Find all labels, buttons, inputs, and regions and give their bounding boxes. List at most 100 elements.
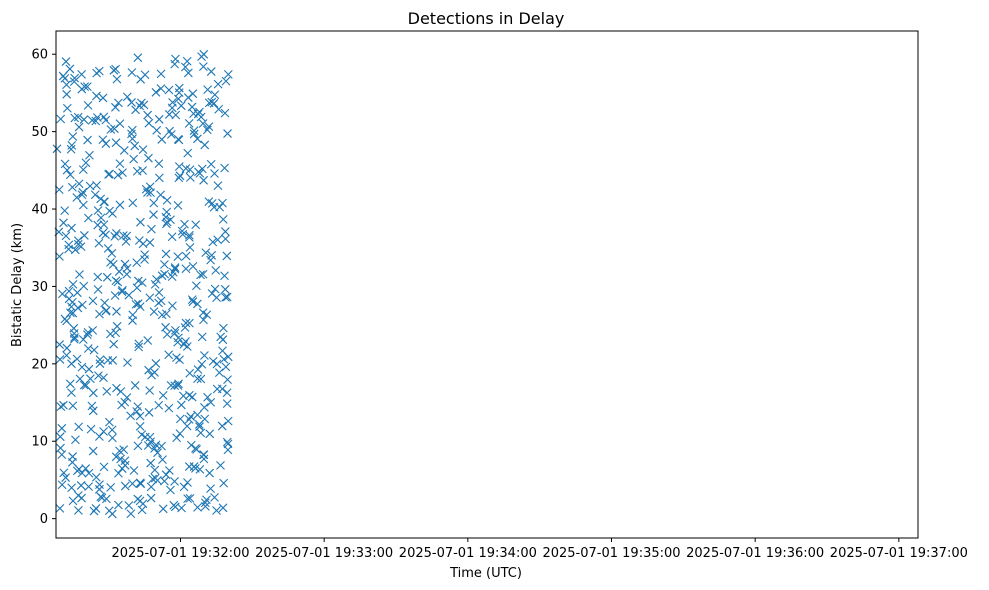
- data-point-marker: [135, 411, 145, 421]
- data-point-marker: [96, 194, 106, 204]
- data-point-marker: [216, 461, 225, 470]
- data-point-marker: [82, 82, 92, 92]
- data-point-marker: [206, 484, 215, 494]
- data-point-marker: [221, 76, 231, 86]
- data-point-marker: [56, 114, 66, 124]
- data-point-marker: [181, 251, 191, 261]
- data-point-marker: [65, 64, 75, 74]
- data-point-marker: [77, 190, 87, 200]
- data-point-marker: [93, 272, 103, 282]
- data-point-marker: [157, 441, 166, 451]
- data-point-marker: [185, 368, 195, 378]
- data-point-marker: [181, 318, 191, 328]
- data-point-marker: [107, 248, 117, 258]
- data-point-marker: [78, 335, 88, 344]
- data-point-marker: [120, 397, 130, 407]
- data-point-marker: [144, 153, 153, 163]
- data-point-marker: [206, 159, 216, 169]
- data-point-marker: [157, 135, 167, 144]
- data-point-marker: [102, 272, 112, 282]
- data-point-marker: [150, 368, 159, 377]
- data-point-marker: [56, 402, 66, 412]
- data-point-marker: [183, 93, 193, 102]
- data-point-marker: [134, 342, 144, 352]
- data-point-marker: [185, 318, 194, 328]
- data-point-marker: [69, 77, 79, 87]
- data-point-marker: [87, 401, 97, 411]
- data-point-marker: [99, 427, 108, 436]
- data-point-marker: [95, 309, 104, 319]
- data-point-marker: [219, 323, 228, 333]
- data-point-marker: [170, 381, 180, 390]
- data-point-marker: [67, 483, 76, 493]
- data-point-marker: [213, 181, 223, 191]
- data-point-marker: [183, 68, 193, 78]
- data-point-marker: [193, 502, 202, 512]
- data-point-marker: [194, 167, 203, 177]
- data-point-marker: [134, 236, 144, 245]
- x-tick-label: 2025-07-01 19:33:00: [255, 546, 393, 561]
- data-point-marker: [154, 114, 164, 124]
- data-point-marker: [74, 464, 84, 474]
- data-point-marker: [171, 54, 180, 64]
- data-point-marker: [114, 98, 123, 108]
- data-point-marker: [144, 408, 154, 417]
- data-point-marker: [70, 73, 80, 83]
- data-point-marker: [172, 433, 182, 443]
- data-point-marker: [64, 286, 74, 296]
- data-point-marker: [75, 374, 85, 384]
- data-point-marker: [106, 125, 116, 134]
- data-point-marker: [204, 98, 214, 108]
- data-point-marker: [219, 478, 229, 488]
- data-point-marker: [187, 295, 197, 304]
- data-point-marker: [193, 374, 202, 384]
- data-point-marker: [200, 414, 210, 424]
- y-tick-label: 40: [31, 203, 48, 218]
- data-point-marker: [168, 301, 177, 311]
- data-point-marker: [88, 406, 98, 416]
- data-point-marker: [210, 284, 220, 294]
- data-point-marker: [161, 470, 171, 480]
- y-tick-label: 0: [40, 512, 48, 527]
- data-point-marker: [222, 251, 232, 261]
- data-point-marker: [122, 231, 132, 241]
- data-point-marker: [101, 306, 111, 316]
- data-point-marker: [77, 70, 87, 79]
- x-tick-label: 2025-07-01 19:37:00: [830, 546, 968, 561]
- data-point-marker: [140, 432, 150, 442]
- data-point-marker: [93, 220, 103, 230]
- data-point-marker: [129, 154, 139, 164]
- data-point-marker: [197, 52, 206, 62]
- data-point-marker: [66, 144, 76, 154]
- data-point-marker: [60, 206, 70, 216]
- data-point-marker: [158, 390, 168, 400]
- data-point-marker: [201, 502, 210, 511]
- data-point-marker: [203, 392, 212, 402]
- data-point-marker: [93, 206, 103, 215]
- data-point-marker: [185, 165, 195, 175]
- data-point-marker: [84, 468, 94, 478]
- data-point-marker: [88, 446, 98, 456]
- data-point-marker: [114, 500, 123, 510]
- data-point-marker: [170, 263, 180, 272]
- data-point-marker: [92, 91, 101, 101]
- data-point-marker: [130, 141, 140, 151]
- data-point-marker: [189, 126, 199, 136]
- data-point-marker: [74, 179, 84, 189]
- data-point-marker: [205, 429, 215, 439]
- data-point-marker: [70, 333, 79, 342]
- data-point-marker: [170, 329, 180, 338]
- data-point-marker: [217, 384, 227, 394]
- data-point-marker: [146, 458, 156, 468]
- data-point-marker: [218, 198, 227, 208]
- data-point-marker: [79, 115, 89, 124]
- data-point-marker: [60, 159, 70, 169]
- data-point-marker: [152, 275, 161, 284]
- data-point-marker: [222, 399, 232, 409]
- data-point-marker: [177, 226, 187, 236]
- data-point-marker: [118, 285, 127, 295]
- data-point-marker: [180, 62, 190, 72]
- data-point-marker: [183, 148, 193, 158]
- data-point-marker: [73, 236, 83, 246]
- data-point-marker: [199, 315, 208, 325]
